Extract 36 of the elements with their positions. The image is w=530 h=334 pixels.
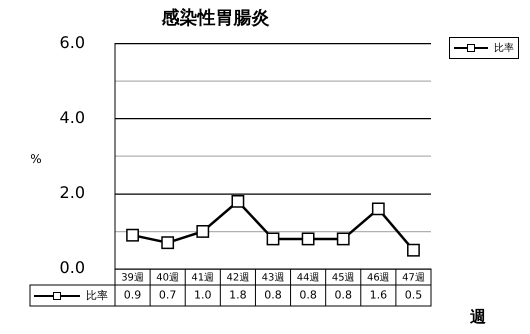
data-label: 0.8 [264, 288, 282, 302]
point [161, 236, 174, 250]
x-tick-label: 39週 [121, 272, 144, 284]
x-tick-label: 45週 [332, 272, 355, 284]
x-tick-label: 43週 [262, 272, 284, 284]
point [126, 228, 139, 242]
point [407, 244, 420, 257]
point [302, 232, 315, 246]
text: 比率 [494, 43, 514, 54]
data-label: 0.5 [404, 288, 422, 302]
data-label: 0.8 [334, 288, 352, 302]
y-tick-label: 2.0 [60, 183, 85, 202]
y-tick-label: 4.0 [60, 108, 85, 127]
point [231, 194, 244, 208]
x-axis-title: 週 [469, 307, 487, 326]
y-axis-title: % [30, 152, 42, 166]
point [196, 225, 210, 238]
data-label: 0.8 [299, 288, 317, 302]
y-tick-label: 0.0 [60, 258, 85, 278]
x-tick-label: 46週 [366, 272, 390, 284]
data-label: 1.8 [229, 288, 247, 302]
x-tick-label: 42週 [226, 272, 250, 284]
data-label: 0.7 [158, 288, 176, 302]
point [266, 232, 280, 246]
y-tick-label: 6.0 [60, 32, 85, 52]
legend-label: 比率 [86, 288, 108, 303]
x-tick-label: 44週 [296, 272, 320, 284]
point [336, 232, 350, 246]
x-tick-label: 40週 [156, 272, 180, 284]
chart-title: 感染性胃腸炎 [160, 7, 270, 28]
point [372, 202, 385, 216]
x-tick-label: 47週 [402, 272, 425, 284]
data-label: 1.0 [194, 288, 212, 302]
data-label: 1.6 [370, 288, 388, 302]
x-tick-label: 41週 [191, 272, 214, 284]
data-label: 0.9 [124, 288, 142, 302]
